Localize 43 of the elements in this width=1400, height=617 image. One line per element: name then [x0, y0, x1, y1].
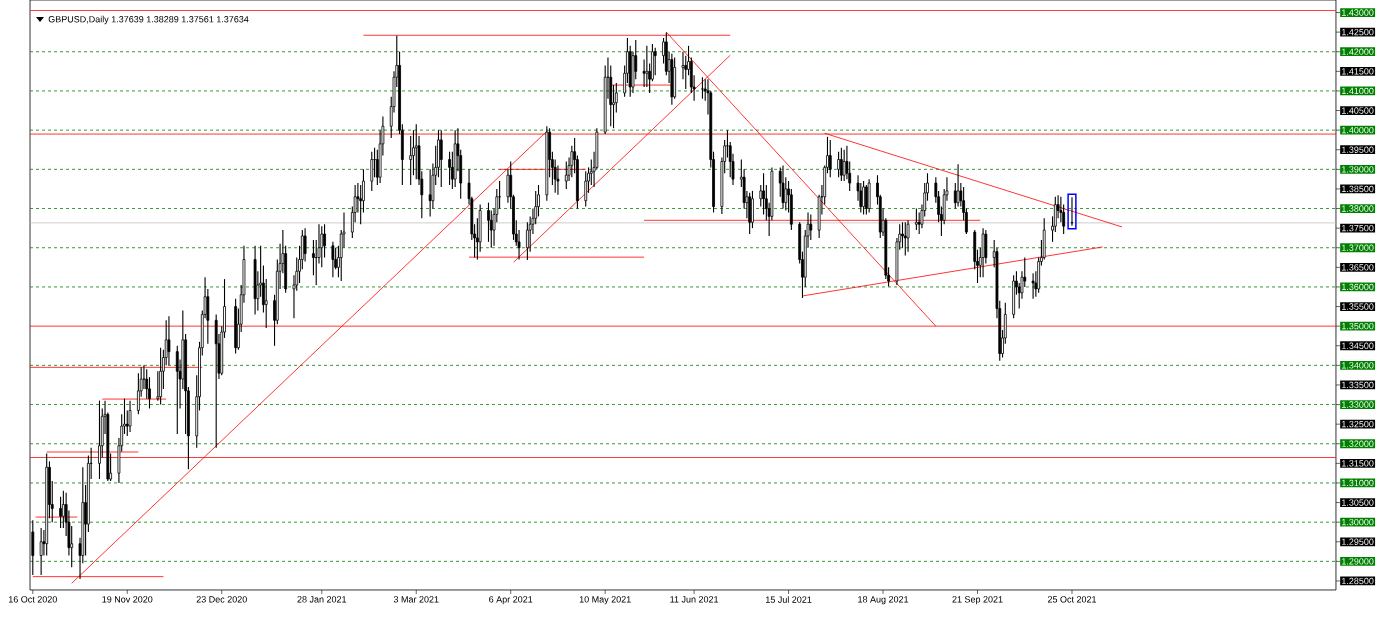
y-tick-label: 1.41500: [1342, 68, 1374, 75]
y-tick-label: 1.37000: [1342, 244, 1374, 251]
y-tick-label: 1.33500: [1342, 381, 1374, 389]
y-tick-label: 1.39500: [1342, 146, 1374, 153]
y-tick-label: 1.29000: [1342, 558, 1374, 565]
x-tick-label: 18 Aug 2021: [858, 596, 909, 605]
y-tick-label: 1.30500: [1342, 499, 1374, 506]
y-tick-label: 1.32500: [1342, 420, 1374, 428]
x-tick-label: 10 May 2021: [579, 596, 631, 605]
y-tick-label: 1.28500: [1342, 577, 1374, 585]
text: GBPUSD,Daily 1.37639 1.38289 1.37561 1.37634: [48, 15, 249, 25]
y-tick-label: 1.29500: [1342, 538, 1374, 545]
y-tick-label: 1.32000: [1342, 440, 1374, 447]
y-tick-label: 1.39000: [1342, 166, 1374, 173]
y-tick-label: 1.41000: [1342, 87, 1374, 95]
x-tick-label: 15 Jul 2021: [765, 596, 812, 603]
x-tick-label: 28 Jan 2021: [297, 596, 347, 603]
y-tick-label: 1.31000: [1342, 479, 1374, 487]
x-tick-label: 6 Apr 2021: [489, 596, 533, 605]
y-tick-label: 1.37500: [1342, 224, 1374, 232]
y-tick-label: 1.38000: [1342, 205, 1374, 212]
y-tick-label: 1.35000: [1342, 322, 1374, 330]
x-tick-label: 21 Sep 2021: [952, 596, 1003, 605]
x-tick-label: 19 Nov 2020: [102, 596, 153, 603]
y-tick-label: 1.31500: [1342, 460, 1374, 467]
y-tick-label: 1.36000: [1342, 283, 1374, 291]
y-tick-label: 1.40000: [1342, 126, 1374, 134]
y-tick-label: 1.43000: [1342, 9, 1374, 16]
y-tick-label: 1.36500: [1342, 264, 1374, 271]
y-tick-label: 1.42000: [1342, 48, 1374, 55]
y-tick-label: 1.38500: [1342, 185, 1374, 193]
y-tick-label: 1.30000: [1342, 518, 1374, 526]
x-tick-label: 16 Oct 2020: [8, 596, 57, 603]
x-tick-label: 3 Mar 2021: [393, 596, 439, 603]
x-tick-label: 23 Dec 2020: [196, 596, 247, 603]
y-tick-label: 1.42500: [1342, 28, 1374, 36]
y-tick-label: 1.33000: [1342, 401, 1374, 408]
x-tick-label: 11 Jun 2021: [670, 596, 719, 603]
x-tick-label: 25 Oct 2021: [1047, 596, 1097, 603]
y-tick-label: 1.40500: [1342, 107, 1374, 114]
y-tick-label: 1.34500: [1342, 342, 1374, 349]
y-tick-label: 1.34000: [1342, 362, 1374, 369]
y-tick-label: 1.35500: [1342, 303, 1374, 310]
